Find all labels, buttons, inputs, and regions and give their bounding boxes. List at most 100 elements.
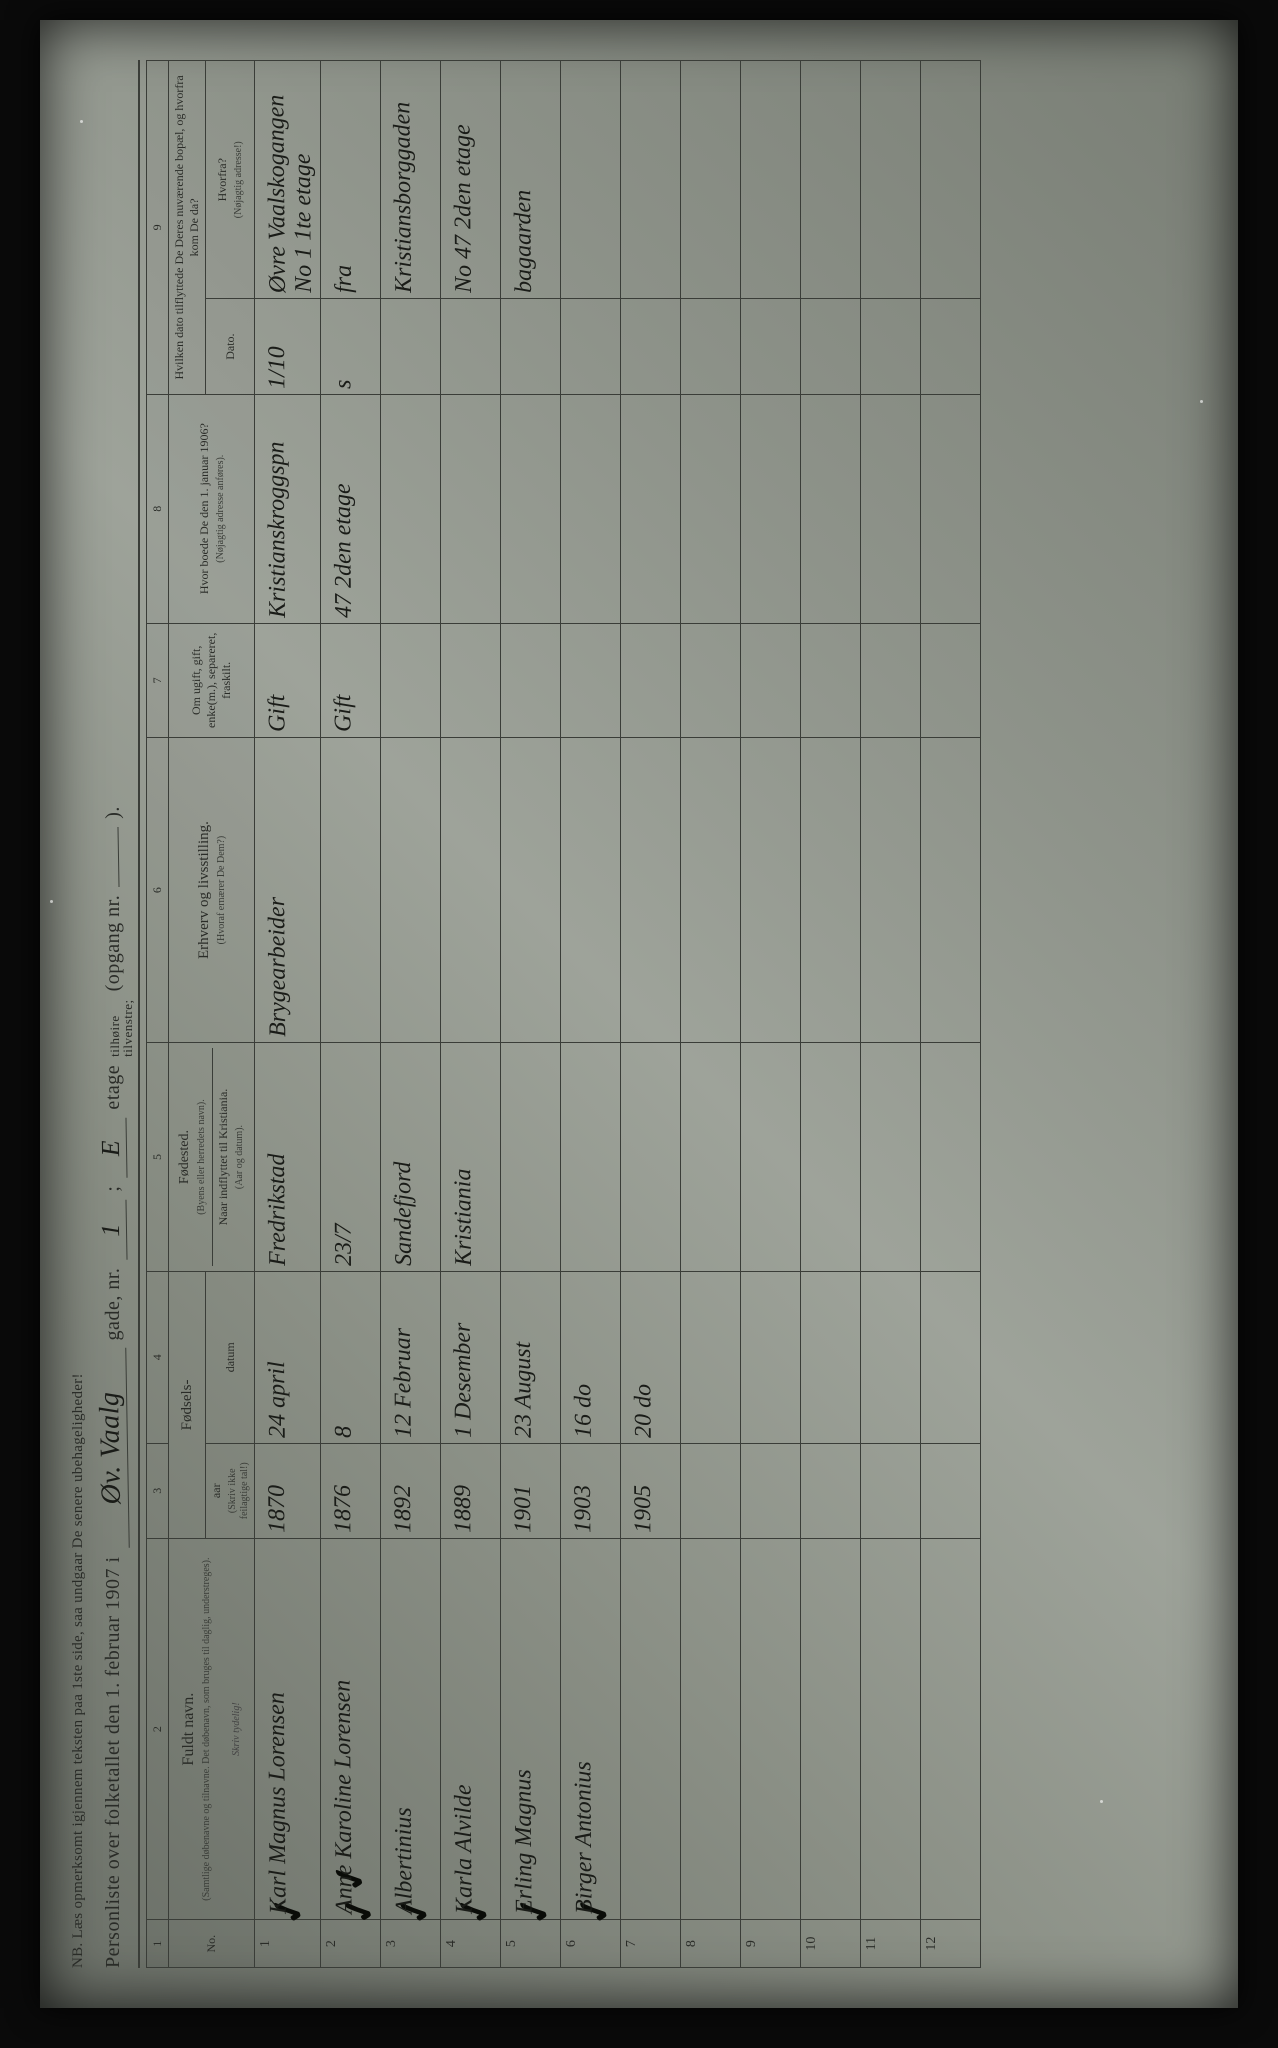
cell-birthplace: 23/7	[320, 1043, 380, 1272]
cell-year	[740, 1443, 800, 1538]
a06-hw: 47 2den etage	[323, 400, 357, 618]
cell-marital: Gift	[255, 623, 321, 737]
cell-addr1906: Kristianskroggspn	[255, 394, 321, 623]
cell-date	[680, 1271, 740, 1443]
cell-marital	[740, 623, 800, 737]
cell-year	[860, 1443, 920, 1538]
table-row: 11	[860, 61, 920, 1968]
cell-year: 1905	[620, 1443, 680, 1538]
cell-birthplace	[740, 1043, 800, 1272]
year-hw: 1903	[563, 1448, 596, 1533]
cell-name: ✓Erling Magnus	[500, 1538, 560, 1919]
cell-marital	[560, 623, 620, 737]
hdr-bp-sub: (Byens eller herredets navn).	[196, 1048, 208, 1266]
occ-hw	[622, 743, 631, 1037]
opgang-label: (opgang nr.	[102, 895, 125, 992]
when-hw	[863, 304, 870, 388]
semicolon: ;	[102, 1186, 125, 1192]
date-hw: 1 Desember	[443, 1277, 477, 1438]
cell-marital	[860, 623, 920, 737]
from-hw: Kristiansborggaden	[383, 66, 417, 294]
cell-marital	[500, 623, 560, 737]
scan-noise	[1100, 1800, 1103, 1803]
occ-hw: Brygearbeider	[257, 743, 292, 1037]
cell-date: 23 August	[500, 1271, 560, 1443]
hdr-moved-text: Naar indflyttet til Kristiania.	[212, 1048, 231, 1266]
cell-occupation	[920, 738, 980, 1043]
hdr-name-instr: Skriv tydelig!	[231, 1702, 242, 1756]
cell-name: ✓Karl Magnus Lorensen	[255, 1538, 321, 1919]
table-body: 1✓Karl Magnus Lorensen187024 aprilFredri…	[255, 61, 981, 1968]
cell-year	[920, 1443, 980, 1538]
row-number: 7	[620, 1920, 680, 1968]
table-row: 3✓Albertinius189212 FebruarSandefjordKri…	[380, 61, 440, 1968]
cell-date: 1 Desember	[440, 1271, 500, 1443]
cell-from: No 47 2den etage	[440, 61, 500, 299]
cell-year: 1903	[560, 1443, 620, 1538]
mar-hw: Gift	[258, 628, 291, 732]
a06-hw	[683, 400, 691, 618]
year-hw	[683, 1449, 690, 1533]
cell-name: ✓✓Anne Karoline Lorensen	[320, 1538, 380, 1919]
cell-occupation	[860, 738, 920, 1043]
when-hw	[923, 304, 930, 388]
cell-date	[800, 1271, 860, 1443]
row-number: 12	[920, 1920, 980, 1968]
date-hw	[683, 1277, 690, 1438]
name-hw	[622, 1544, 631, 1914]
cell-occupation	[440, 738, 500, 1043]
hdr-occ-text: Erhverv og livsstilling.	[196, 821, 212, 959]
cell-from	[680, 61, 740, 299]
hdr-name-sub: (Samtlige døbenavne og tilnavne. Det døb…	[201, 1544, 213, 1914]
opgang-nr-hw	[117, 827, 119, 887]
cell-occupation	[740, 738, 800, 1043]
occ-hw	[382, 743, 391, 1037]
cell-marital	[620, 623, 680, 737]
nb-instruction: NB. Læs opmerksomt igjennem teksten paa …	[70, 60, 87, 1968]
from-hw	[743, 66, 751, 293]
cell-addr1906	[380, 394, 440, 623]
mar-hw	[743, 629, 750, 732]
mar-hw: Gift	[323, 628, 356, 732]
colnum-1: 1	[147, 1920, 169, 1968]
cell-when: 1/10	[255, 299, 321, 394]
table-row: 10	[800, 61, 860, 1968]
mar-hw	[923, 629, 930, 732]
a06-hw	[563, 400, 571, 618]
name-hw: Karl Magnus Lorensen	[256, 1544, 292, 1915]
table-row: 12	[920, 61, 980, 1968]
cell-name: ✓Karla Alvilde	[440, 1538, 500, 1919]
cell-marital	[920, 623, 980, 737]
hdr-when: Dato.	[206, 299, 255, 394]
etage-label: etage	[102, 1065, 125, 1110]
cell-date: 8	[320, 1271, 380, 1443]
cell-date	[920, 1271, 980, 1443]
name-hw: Erling Magnus	[502, 1544, 538, 1915]
cell-birthplace	[500, 1043, 560, 1272]
hdr-from: Hvorfra? (Nøjagtig adresse!)	[206, 61, 255, 299]
date-hw	[803, 1277, 810, 1438]
date-hw: 20 do	[623, 1277, 657, 1438]
cell-occupation	[620, 738, 680, 1043]
year-hw	[923, 1449, 930, 1533]
hdr-moved-sub: (Aar og datum).	[234, 1048, 246, 1266]
hdr-1906-sub: (Nøjagtig adresse anføres).	[215, 400, 227, 618]
cell-birthplace	[620, 1043, 680, 1272]
date-hw: 16 do	[563, 1277, 597, 1438]
from-hw	[923, 66, 931, 293]
cell-date: 16 do	[560, 1271, 620, 1443]
cell-from	[800, 61, 860, 299]
cell-when	[380, 299, 440, 394]
cell-name: ✓Albertinius	[380, 1538, 440, 1919]
hdr-occupation: Erhverv og livsstilling. (Hvoraf ernærer…	[169, 738, 255, 1043]
col-number-row: 1 2 3 4 5 6 7 8 9	[147, 61, 169, 1968]
date-hw	[923, 1277, 930, 1438]
cell-when	[680, 299, 740, 394]
cell-name	[800, 1538, 860, 1919]
row-number: 11	[860, 1920, 920, 1968]
hdr-no: No.	[169, 1920, 255, 1968]
hdr-date: datum	[206, 1271, 255, 1443]
scan-noise	[50, 900, 53, 903]
hdr-bp-text: Fødested.	[177, 1130, 192, 1184]
hdr-marital: Om ugift, gift, enke(m.), separeret, fra…	[169, 623, 255, 737]
